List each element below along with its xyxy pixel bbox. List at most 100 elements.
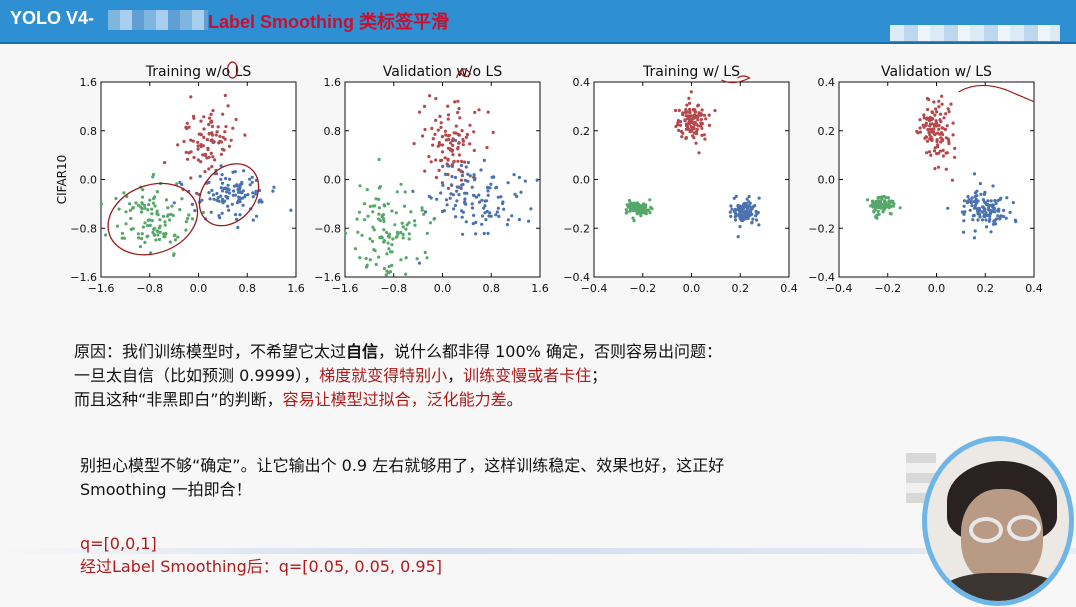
data-point: [215, 191, 219, 196]
data-point: [945, 151, 949, 155]
text-segment: 而且这种“非黑即白”的判断，: [74, 390, 283, 409]
data-point: [512, 173, 516, 177]
data-point: [468, 123, 472, 127]
webcam-shirt: [937, 573, 1067, 601]
data-point: [991, 205, 995, 209]
data-point: [486, 189, 490, 193]
data-point: [205, 156, 209, 160]
x-tick-label: −0.2: [629, 282, 656, 295]
data-point: [513, 192, 517, 196]
data-point: [226, 104, 230, 108]
data-point: [971, 214, 975, 218]
data-point: [380, 213, 384, 218]
data-point: [975, 189, 979, 193]
data-point: [428, 94, 432, 98]
data-point: [443, 172, 448, 176]
data-point: [214, 133, 218, 137]
data-point: [692, 116, 697, 120]
data-point: [417, 110, 422, 114]
text-segment: ，说什么都非得 100% 确定，否则容易出问题：: [378, 342, 722, 361]
data-point: [918, 130, 922, 134]
data-point: [991, 203, 995, 207]
data-point: [152, 233, 156, 237]
data-point: [400, 221, 404, 225]
data-point: [748, 213, 752, 218]
data-point: [445, 203, 449, 207]
data-point: [488, 186, 492, 190]
data-point: [991, 184, 995, 188]
data-point: [1004, 216, 1008, 220]
x-tick-label: −0.4: [826, 282, 853, 295]
data-point: [747, 200, 751, 204]
data-point: [939, 136, 943, 140]
data-point: [454, 124, 458, 128]
data-point: [632, 219, 636, 223]
data-point: [461, 143, 465, 147]
data-point: [962, 199, 967, 203]
data-point: [932, 149, 937, 153]
data-point: [446, 158, 450, 162]
data-point: [888, 211, 892, 216]
data-point: [143, 221, 147, 225]
data-point: [173, 238, 177, 242]
data-point: [502, 207, 506, 211]
data-point: [366, 214, 370, 218]
data-point: [486, 193, 490, 197]
data-point: [888, 205, 892, 209]
data-point: [874, 202, 878, 206]
data-point: [733, 207, 737, 211]
data-point: [505, 223, 509, 227]
data-point: [202, 127, 206, 131]
data-point: [700, 126, 704, 130]
data-point: [228, 177, 232, 181]
data-point: [250, 180, 254, 184]
data-point: [394, 211, 398, 215]
data-point: [395, 190, 399, 194]
data-point: [972, 200, 976, 204]
data-point: [748, 210, 752, 214]
data-point: [970, 196, 974, 200]
data-point: [184, 220, 188, 224]
data-point: [946, 206, 950, 210]
data-point: [162, 232, 166, 236]
y-tick-label: 0.2: [818, 125, 836, 138]
data-point: [935, 110, 939, 114]
data-point: [390, 263, 394, 267]
data-point: [983, 201, 987, 205]
data-point: [431, 137, 435, 141]
data-point: [440, 158, 444, 162]
data-point: [176, 143, 180, 147]
data-point: [178, 208, 182, 212]
annotation-circle: [226, 61, 239, 79]
data-point: [681, 111, 685, 115]
data-point: [382, 219, 386, 223]
chart-validation-without-ls: Validation w/o LS −1.6 −0.8 0.0 0.8 1.6 1.6 0.8…: [300, 52, 548, 302]
data-point: [227, 191, 231, 195]
data-point: [483, 204, 487, 208]
data-point: [211, 140, 215, 145]
data-point: [925, 116, 929, 120]
data-point: [628, 205, 632, 209]
data-point: [690, 119, 694, 124]
chart-title: Training w/o LS: [145, 64, 252, 80]
data-point: [485, 145, 489, 150]
annotation-mark: [455, 68, 472, 79]
data-point: [472, 130, 476, 134]
data-point: [129, 216, 133, 221]
data-point: [368, 237, 372, 241]
data-point: [702, 133, 706, 137]
chart-svg: Validation w/o LS −1.6 −0.8 0.0 0.8 1.6 1.6 0.8…: [314, 64, 548, 295]
data-point: [387, 232, 391, 236]
data-point: [435, 197, 439, 201]
data-point: [699, 121, 703, 125]
data-point: [166, 213, 170, 217]
data-point: [437, 168, 441, 172]
data-point: [202, 115, 206, 119]
data-point: [387, 264, 391, 269]
data-point: [289, 208, 293, 212]
data-point: [926, 127, 930, 132]
data-point: [232, 189, 236, 193]
data-point: [240, 191, 244, 195]
data-point: [449, 141, 453, 145]
data-point: [648, 198, 652, 202]
